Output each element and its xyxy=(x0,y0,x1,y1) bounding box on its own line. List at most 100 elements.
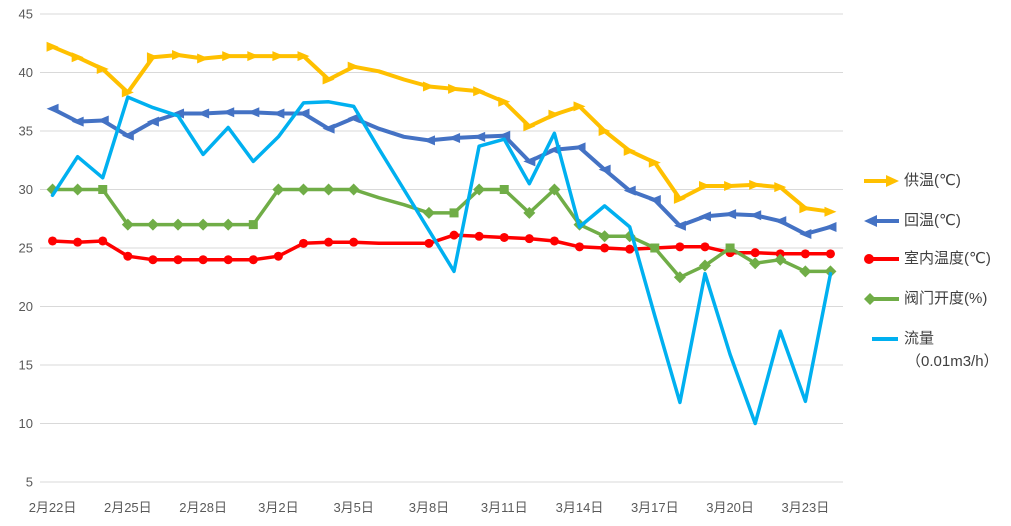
marker-diamond xyxy=(322,183,335,196)
marker-arrow-right xyxy=(272,51,285,62)
marker-arrow-left xyxy=(523,156,536,167)
marker-diamond xyxy=(272,183,285,196)
marker-circle xyxy=(600,243,610,253)
marker-circle xyxy=(575,242,585,252)
marker-arrow-right xyxy=(523,121,536,132)
marker-square xyxy=(499,185,509,194)
marker-arrow-left xyxy=(272,108,285,119)
marker-diamond xyxy=(121,218,134,231)
marker-circle xyxy=(298,238,308,248)
y-axis-tick-label: 20 xyxy=(19,299,33,314)
marker-diamond xyxy=(799,265,812,278)
marker-arrow-left xyxy=(749,210,762,221)
series-line-0 xyxy=(50,44,833,214)
x-axis-tick-label: 3月5日 xyxy=(333,500,373,515)
marker-diamond xyxy=(473,183,486,196)
marker-arrow-left xyxy=(573,142,586,153)
marker-arrow-right xyxy=(774,182,787,193)
marker-arrow-left xyxy=(799,228,812,239)
marker-circle xyxy=(324,237,334,247)
marker-circle xyxy=(123,251,133,261)
marker-arrow-right xyxy=(498,96,511,107)
marker-diamond xyxy=(146,218,159,231)
marker-circle xyxy=(474,231,484,241)
marker-arrow-left xyxy=(322,123,335,134)
marker-diamond xyxy=(347,183,360,196)
indoor-temp-sample-icon xyxy=(864,254,899,264)
marker-circle xyxy=(148,255,158,265)
marker-arrow-left xyxy=(46,103,59,114)
marker-arrow-left xyxy=(197,108,210,119)
marker-arrow-left xyxy=(698,211,711,222)
marker-circle xyxy=(223,255,233,265)
legend-label-valve-opening: 阀门开度(%) xyxy=(904,290,988,307)
marker-arrow-left xyxy=(96,115,109,126)
marker-arrow-left xyxy=(448,133,461,144)
marker-diamond xyxy=(548,183,561,196)
marker-circle xyxy=(424,238,434,248)
legend-label-supply-temp: 供温(℃) xyxy=(904,172,961,189)
marker-circle xyxy=(825,249,835,259)
marker-arrow-right xyxy=(96,63,109,74)
x-axis-tick-label: 2月22日 xyxy=(29,500,77,515)
x-axis-tick-label: 2月25日 xyxy=(104,500,152,515)
y-axis-tick-label: 5 xyxy=(26,475,33,490)
marker-circle xyxy=(98,236,108,246)
marker-circle xyxy=(549,236,559,246)
marker-arrow-right xyxy=(422,81,435,92)
marker-circle xyxy=(524,234,534,244)
series-line-4 xyxy=(50,95,833,426)
marker-circle xyxy=(750,248,760,258)
marker-circle xyxy=(173,255,183,265)
marker-arrow-left xyxy=(222,107,235,118)
series-line-1 xyxy=(50,106,833,236)
marker-arrow-left xyxy=(598,164,611,175)
legend-label-indoor-temp: 室内温度(℃) xyxy=(904,250,991,267)
legend: 供温(℃) 回温(℃) 室内温度(℃) 阀门开度(%) 流量 （0.01m3/h） xyxy=(860,0,1010,526)
marker-arrow-right xyxy=(46,41,59,52)
marker-circle xyxy=(449,230,459,240)
legend-item-flow-rate: 流量 xyxy=(862,324,934,354)
supply-temp-sample-icon xyxy=(864,175,899,187)
marker-arrow-left xyxy=(172,108,185,119)
x-axis-tick-label: 3月11日 xyxy=(481,500,528,515)
marker-diamond xyxy=(824,265,837,278)
marker-arrow-left xyxy=(673,220,686,231)
marker-arrow-right xyxy=(347,61,360,72)
marker-diamond xyxy=(222,218,235,231)
marker-arrow-right xyxy=(673,193,686,204)
legend-item-return-temp: 回温(℃) xyxy=(862,206,961,236)
marker-square xyxy=(98,185,108,194)
marker-diamond xyxy=(698,259,711,272)
marker-diamond xyxy=(523,206,536,219)
marker-arrow-right xyxy=(648,157,661,168)
marker-arrow-left xyxy=(121,130,134,141)
marker-diamond xyxy=(598,230,611,243)
marker-diamond xyxy=(297,183,310,196)
legend-item-valve-opening: 阀门开度(%) xyxy=(862,284,987,314)
marker-circle xyxy=(800,249,810,259)
y-axis-tick-label: 45 xyxy=(19,7,33,22)
x-axis-tick-label: 3月14日 xyxy=(556,500,604,515)
marker-arrow-right xyxy=(573,101,586,112)
marker-arrow-right xyxy=(71,52,84,63)
valve-opening-sample-icon xyxy=(864,293,899,305)
marker-circle xyxy=(625,244,635,254)
marker-arrow-left xyxy=(648,195,661,206)
series-line-3 xyxy=(50,187,833,280)
marker-arrow-left xyxy=(422,135,435,146)
marker-circle xyxy=(48,236,58,246)
marker-circle xyxy=(700,242,710,252)
y-axis-tick-label: 10 xyxy=(19,416,33,431)
marker-arrow-left xyxy=(71,116,84,127)
series-line-2 xyxy=(50,233,833,262)
x-axis-tick-label: 3月8日 xyxy=(409,500,449,515)
marker-arrow-right xyxy=(623,145,636,156)
legend-item-indoor-temp: 室内温度(℃) xyxy=(862,244,991,274)
y-axis-tick-label: 25 xyxy=(19,241,33,256)
marker-arrow-right xyxy=(598,126,611,136)
marker-circle xyxy=(349,237,359,247)
marker-diamond xyxy=(774,253,787,266)
marker-arrow-right xyxy=(297,51,310,62)
marker-arrow-right xyxy=(322,74,335,85)
